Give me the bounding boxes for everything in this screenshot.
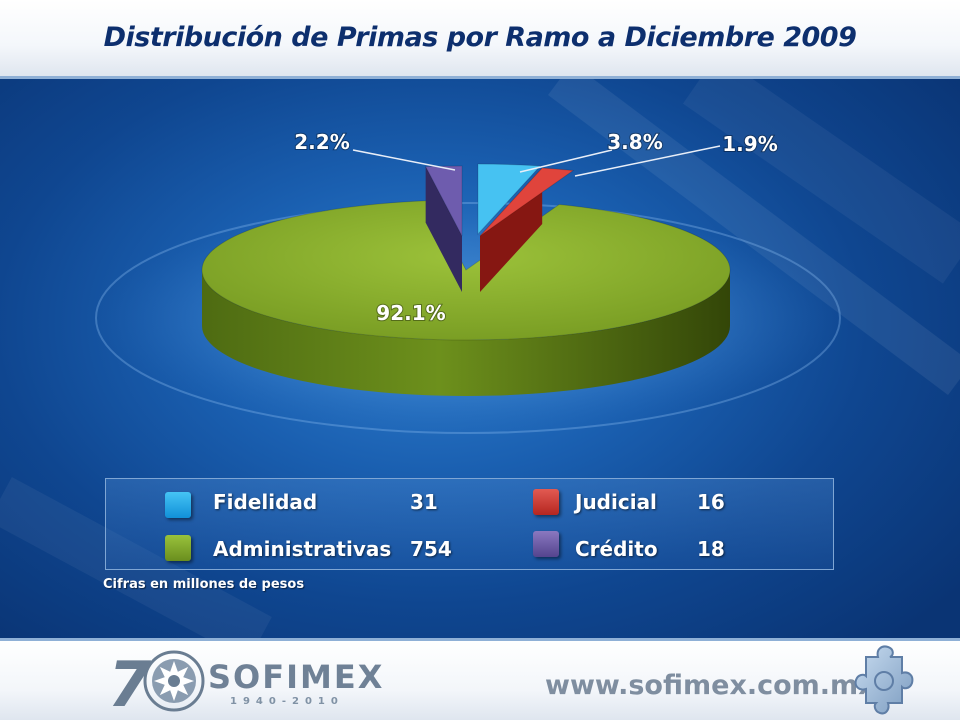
brand-years: 1940-2010 [230,696,344,707]
pie-slice-fidelidad [477,163,542,236]
legend-label-fidelidad: Fidelidad [213,490,318,514]
legend-value-judicial: 16 [697,490,725,514]
data-label-judicial: 1.9% [722,132,777,156]
sofimex-emblem-icon: 7 [108,648,205,714]
legend [105,478,834,570]
legend-value-fidelidad: 31 [410,490,438,514]
leader-line-fidelidad [519,149,613,173]
data-label-administrativas: 92.1% [376,301,445,325]
website-link[interactable]: www.sofimex.com.mx [545,670,876,701]
legend-swatch-judicial [533,489,559,515]
pie-slice-judicial [479,167,575,292]
page-title: Distribución de Primas por Ramo a Diciem… [103,22,857,53]
leader-line-judicial [574,145,721,177]
pie-slice-credito [424,165,463,292]
legend-label-credito: Crédito [575,537,658,561]
brand-name: SOFIMEX [208,658,385,696]
units-note: Cifras en millones de pesos [103,577,305,592]
leader-line-credito [352,149,456,171]
legend-label-judicial: Judicial [575,490,657,514]
legend-label-administrativas: Administrativas [213,537,392,561]
pie-chart: 3.8% 1.9% 92.1% 2.2% [95,129,841,434]
data-label-fidelidad: 3.8% [607,130,662,154]
legend-value-administrativas: 754 [410,537,452,561]
legend-swatch-administrativas [165,535,191,561]
puzzle-icon [854,645,914,715]
legend-value-credito: 18 [697,537,725,561]
legend-swatch-credito [533,531,559,557]
data-label-credito: 2.2% [294,130,349,154]
header-bar: Distribución de Primas por Ramo a Diciem… [0,0,960,79]
legend-swatch-fidelidad [165,492,191,518]
